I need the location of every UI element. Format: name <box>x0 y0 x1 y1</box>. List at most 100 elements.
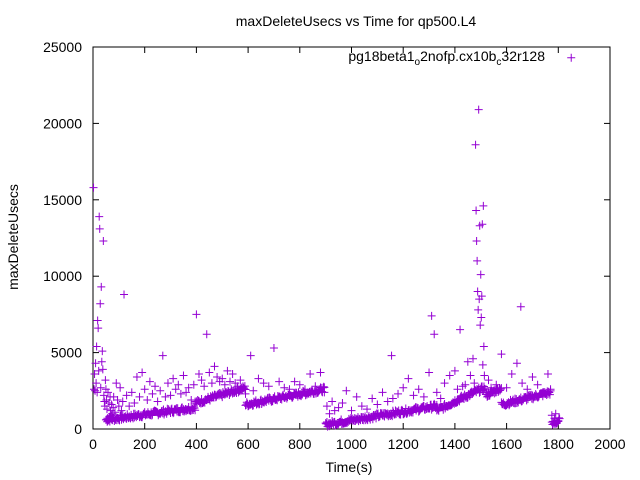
data-point <box>440 379 449 388</box>
data-point <box>92 342 101 351</box>
data-point <box>189 380 198 389</box>
x-tick-label: 1600 <box>491 436 522 452</box>
data-point <box>311 382 320 391</box>
data-point <box>210 362 219 371</box>
data-point <box>479 201 488 210</box>
x-axis-label: Time(s) <box>326 459 373 475</box>
data-point <box>93 316 102 325</box>
data-point <box>472 237 481 246</box>
data-point <box>207 379 216 388</box>
data-point <box>468 354 477 363</box>
data-point <box>233 382 242 391</box>
x-tick-label: 1400 <box>439 436 470 452</box>
data-point <box>427 311 436 320</box>
data-point <box>132 373 141 382</box>
plot-frame <box>92 46 611 430</box>
data-point <box>197 376 206 385</box>
data-point <box>516 302 525 311</box>
data-point <box>171 385 180 394</box>
data-point <box>187 395 196 404</box>
data-point <box>518 379 527 388</box>
data-point <box>347 406 356 415</box>
data-point <box>182 388 191 397</box>
legend-marker <box>567 53 576 62</box>
data-point <box>148 389 157 398</box>
data-point <box>481 385 490 394</box>
data-point <box>192 310 201 319</box>
data-point <box>478 220 487 229</box>
data-point <box>163 379 172 388</box>
data-point <box>118 397 127 406</box>
data-point <box>290 377 299 386</box>
data-point <box>497 350 506 359</box>
data-point <box>322 402 331 411</box>
data-point <box>295 380 304 389</box>
data-point <box>95 212 104 221</box>
y-tick-label: 10000 <box>43 268 82 284</box>
data-point <box>246 351 255 360</box>
data-point <box>241 389 250 398</box>
data-point <box>502 383 511 392</box>
data-point <box>92 379 101 388</box>
data-point <box>240 382 249 391</box>
data-point <box>90 369 99 378</box>
data-point <box>285 385 294 394</box>
data-point <box>169 374 178 383</box>
data-point <box>306 369 315 378</box>
data-point <box>103 388 112 397</box>
legend-marker-plus <box>567 53 576 62</box>
axis-ticks <box>92 46 611 430</box>
data-point <box>113 395 122 404</box>
data-point <box>117 406 126 415</box>
data-point <box>523 385 532 394</box>
data-point <box>466 371 475 380</box>
data-point <box>476 270 485 279</box>
legend-label-part: c <box>496 57 501 68</box>
data-point <box>122 391 131 400</box>
data-point <box>127 388 136 397</box>
data-point <box>97 357 106 366</box>
data-point <box>89 183 98 192</box>
data-point <box>399 383 408 392</box>
data-point <box>93 388 102 397</box>
data-point <box>300 385 309 394</box>
data-point <box>98 365 107 374</box>
data-point <box>91 359 100 368</box>
data-point <box>158 351 167 360</box>
data-point <box>480 371 489 380</box>
data-point <box>120 290 129 299</box>
data-point <box>419 392 428 401</box>
data-point <box>109 403 118 412</box>
data-point <box>478 360 487 369</box>
data-point <box>145 377 154 386</box>
data-point <box>194 369 203 378</box>
data-point <box>91 386 100 395</box>
data-point <box>108 414 117 423</box>
data-point <box>174 380 183 389</box>
data-point <box>394 389 403 398</box>
data-point <box>551 409 560 418</box>
data-point <box>496 385 505 394</box>
data-point <box>445 371 454 380</box>
data-point <box>125 402 134 411</box>
data-point <box>373 400 382 409</box>
data-point <box>297 392 306 401</box>
data-point <box>543 369 552 378</box>
data-point <box>138 368 147 377</box>
x-tick-label: 1000 <box>336 436 367 452</box>
data-point <box>316 368 325 377</box>
data-point <box>110 408 119 417</box>
data-point <box>94 366 103 375</box>
legend-label-part: pg18beta1 <box>348 48 414 64</box>
data-point <box>538 388 547 397</box>
data-point <box>140 385 149 394</box>
data-point <box>404 374 413 383</box>
x-tick-label: 0 <box>89 436 97 452</box>
data-point <box>319 382 328 391</box>
data-point <box>512 359 521 368</box>
data-point <box>96 299 105 308</box>
data-point <box>179 371 188 380</box>
data-point <box>205 368 214 377</box>
plot-border <box>92 46 611 430</box>
data-point <box>254 374 263 383</box>
